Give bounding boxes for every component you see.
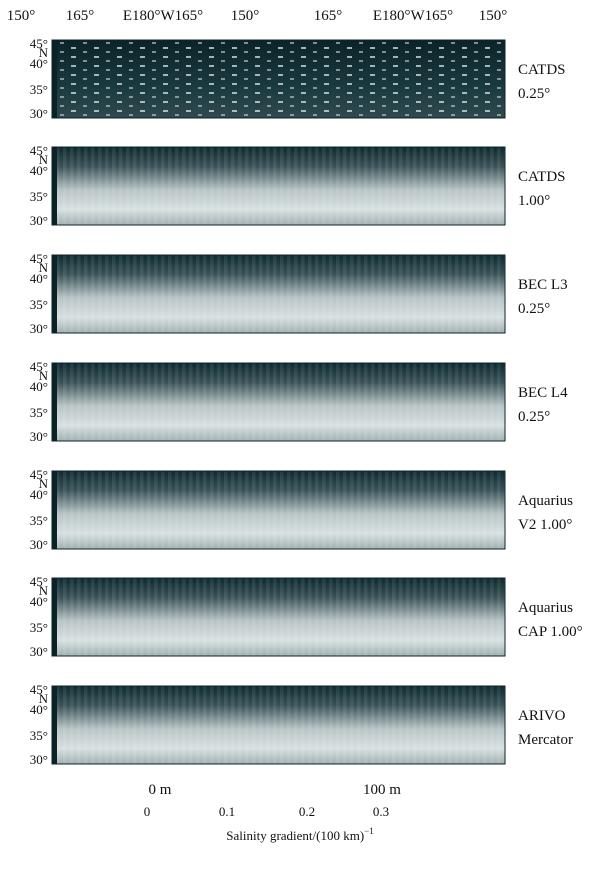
lat-label: 40° bbox=[30, 379, 48, 394]
panel-resolution: 1.00° bbox=[518, 193, 550, 209]
lat-label: 30° bbox=[30, 644, 48, 659]
top-axis-label: 150° bbox=[7, 8, 36, 24]
lat-label: 30° bbox=[30, 537, 48, 552]
depth-label: 100 m bbox=[363, 782, 401, 798]
panel-name: BEC L3 bbox=[518, 277, 568, 293]
map-land-strip bbox=[52, 471, 57, 549]
panel-resolution: 0.25° bbox=[518, 409, 550, 425]
panel-resolution: 0.25° bbox=[518, 301, 550, 317]
top-axis-label: E180°W165° bbox=[123, 8, 203, 24]
colorbar-tick-label: 0.3 bbox=[373, 804, 389, 819]
panel-name: Aquarius bbox=[518, 493, 573, 509]
map-land-strip bbox=[52, 686, 57, 764]
map-texture bbox=[52, 147, 505, 225]
panel-name: CATDS bbox=[518, 62, 566, 78]
lat-label: 35° bbox=[30, 82, 48, 97]
top-axis-label: 150° bbox=[479, 8, 508, 24]
colorbar-tick-label: 0.1 bbox=[219, 804, 235, 819]
depth-label: 0 m bbox=[149, 782, 172, 798]
panel-resolution: 0.25° bbox=[518, 86, 550, 102]
map-land-strip bbox=[52, 147, 57, 225]
colorbar-label: Salinity gradient/(100 km)−1 bbox=[226, 826, 374, 843]
lat-label: 35° bbox=[30, 189, 48, 204]
top-axis-label: 165° bbox=[314, 8, 343, 24]
map-land-strip bbox=[52, 40, 57, 118]
top-axis-label: E180°W165° bbox=[373, 8, 453, 24]
figure: 150° 165° E180°W165° 150° 165° E180°W165° 150°… bbox=[0, 0, 600, 880]
panel-name: CATDS bbox=[518, 169, 566, 185]
colorbar-tick-label: 0 bbox=[144, 804, 151, 819]
lat-label: 40° bbox=[30, 702, 48, 717]
top-axis-label: 165° bbox=[66, 8, 95, 24]
top-axis-label: 150° bbox=[231, 8, 260, 24]
lat-label: 30° bbox=[30, 429, 48, 444]
colorbar-label-exponent: −1 bbox=[364, 826, 374, 836]
map-texture bbox=[52, 471, 505, 549]
panel-resolution: CAP 1.00° bbox=[518, 624, 583, 640]
map-texture bbox=[52, 578, 505, 656]
map-texture bbox=[52, 363, 505, 441]
lat-label: 35° bbox=[30, 297, 48, 312]
map-land-strip bbox=[52, 578, 57, 656]
lat-label: 40° bbox=[30, 487, 48, 502]
lat-label: 35° bbox=[30, 405, 48, 420]
lat-label: 30° bbox=[30, 752, 48, 767]
map-land-strip bbox=[52, 363, 57, 441]
lat-label: 40° bbox=[30, 594, 48, 609]
colorbar-tick-label: 0.2 bbox=[299, 804, 315, 819]
map-texture bbox=[52, 255, 505, 333]
panel-name: Aquarius bbox=[518, 600, 573, 616]
lat-label: 30° bbox=[30, 321, 48, 336]
colorbar-label-text: Salinity gradient/(100 km) bbox=[226, 828, 364, 843]
lat-label: 35° bbox=[30, 513, 48, 528]
map-land-strip bbox=[52, 255, 57, 333]
panel-resolution: V2 1.00° bbox=[518, 517, 572, 533]
map-texture bbox=[52, 40, 505, 118]
panel-resolution: Mercator bbox=[518, 732, 573, 748]
panel-name: ARIVO bbox=[518, 708, 566, 724]
panel-name: BEC L4 bbox=[518, 385, 568, 401]
lat-label: 30° bbox=[30, 106, 48, 121]
map-texture bbox=[52, 686, 505, 764]
lat-label: 35° bbox=[30, 728, 48, 743]
lat-label: 40° bbox=[30, 56, 48, 71]
lat-label: 40° bbox=[30, 163, 48, 178]
lat-label: 35° bbox=[30, 620, 48, 635]
lat-label: 30° bbox=[30, 213, 48, 228]
lat-label: 40° bbox=[30, 271, 48, 286]
